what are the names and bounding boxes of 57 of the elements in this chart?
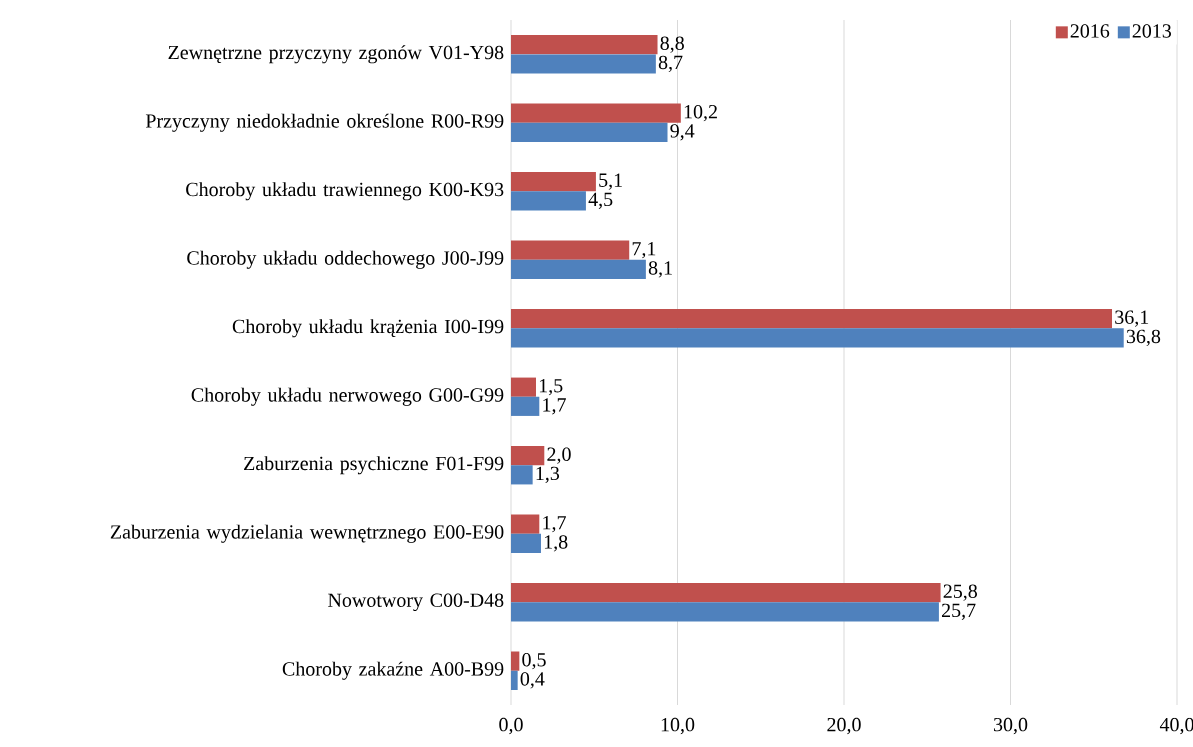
data-label: 2,0 — [547, 447, 571, 464]
bar — [511, 172, 596, 192]
y-tick-label: Choroby układu oddechowego J00-J99 — [187, 250, 504, 269]
data-label: 36,1 — [1115, 310, 1149, 327]
bar — [511, 309, 1113, 329]
y-tick-label: Choroby układu nerwowego G00-G99 — [191, 387, 504, 406]
data-label: 9,4 — [670, 124, 695, 141]
bar — [511, 240, 630, 260]
bar — [511, 328, 1124, 348]
y-tick-label: Nowotwory C00-D48 — [328, 593, 504, 612]
x-tick-label: 40,0 — [1159, 717, 1193, 735]
x-tick-label: 30,0 — [993, 717, 1028, 735]
bar — [511, 191, 586, 211]
bar — [511, 533, 541, 553]
y-tick-label: Zaburzenia wydzielania wewnętrznego E00-E90 — [110, 524, 504, 543]
data-label: 8,1 — [648, 261, 672, 278]
data-label: 25,8 — [943, 584, 978, 601]
x-tick-label: 20,0 — [827, 717, 861, 735]
bar — [511, 35, 658, 55]
y-tick-label: Przyczyny niedokładnie określone R00-R99 — [145, 113, 504, 132]
bar — [511, 122, 668, 142]
data-label: 8,8 — [660, 36, 684, 53]
data-label: 1,7 — [543, 398, 566, 415]
data-label: 1,7 — [543, 516, 566, 533]
x-tick-label: 0,0 — [499, 717, 523, 735]
bar — [511, 651, 520, 671]
data-label: 1,8 — [544, 535, 568, 552]
bar — [511, 583, 941, 603]
data-label: 1,3 — [536, 466, 560, 483]
legend-label: 2016 — [1070, 24, 1110, 38]
bar — [511, 514, 540, 534]
bar — [511, 103, 681, 123]
bar — [511, 446, 545, 466]
bar — [511, 377, 536, 397]
bar — [511, 602, 939, 622]
data-label: 36,8 — [1126, 329, 1161, 347]
bar — [511, 465, 533, 485]
y-tick-label: Zaburzenia psychiczne F01-F99 — [244, 456, 504, 475]
y-tick-label: Choroby układu krążenia I00-I99 — [232, 319, 504, 338]
data-label: 0,5 — [522, 652, 546, 670]
y-tick-label: Choroby zakaźne A00-B99 — [282, 661, 504, 680]
data-label: 0,4 — [520, 672, 545, 689]
bar — [511, 54, 656, 74]
bar — [511, 259, 646, 279]
data-label: 7,1 — [632, 242, 656, 259]
data-label: 4,5 — [588, 192, 613, 209]
data-label: 8,7 — [658, 55, 683, 73]
legend-label: 2013 — [1132, 24, 1172, 38]
y-tick-label: Choroby układu trawiennego K00-K93 — [186, 182, 504, 201]
bar — [511, 670, 518, 690]
bar — [511, 396, 540, 416]
data-label: 1,5 — [539, 379, 563, 396]
data-label: 25,7 — [941, 603, 976, 620]
data-label: 5,1 — [599, 173, 622, 190]
y-tick-label: Zewnętrzne przyczyny zgonów V01-Y98 — [168, 45, 504, 64]
x-tick-label: 10,0 — [661, 717, 695, 735]
data-label: 10,2 — [684, 104, 717, 122]
